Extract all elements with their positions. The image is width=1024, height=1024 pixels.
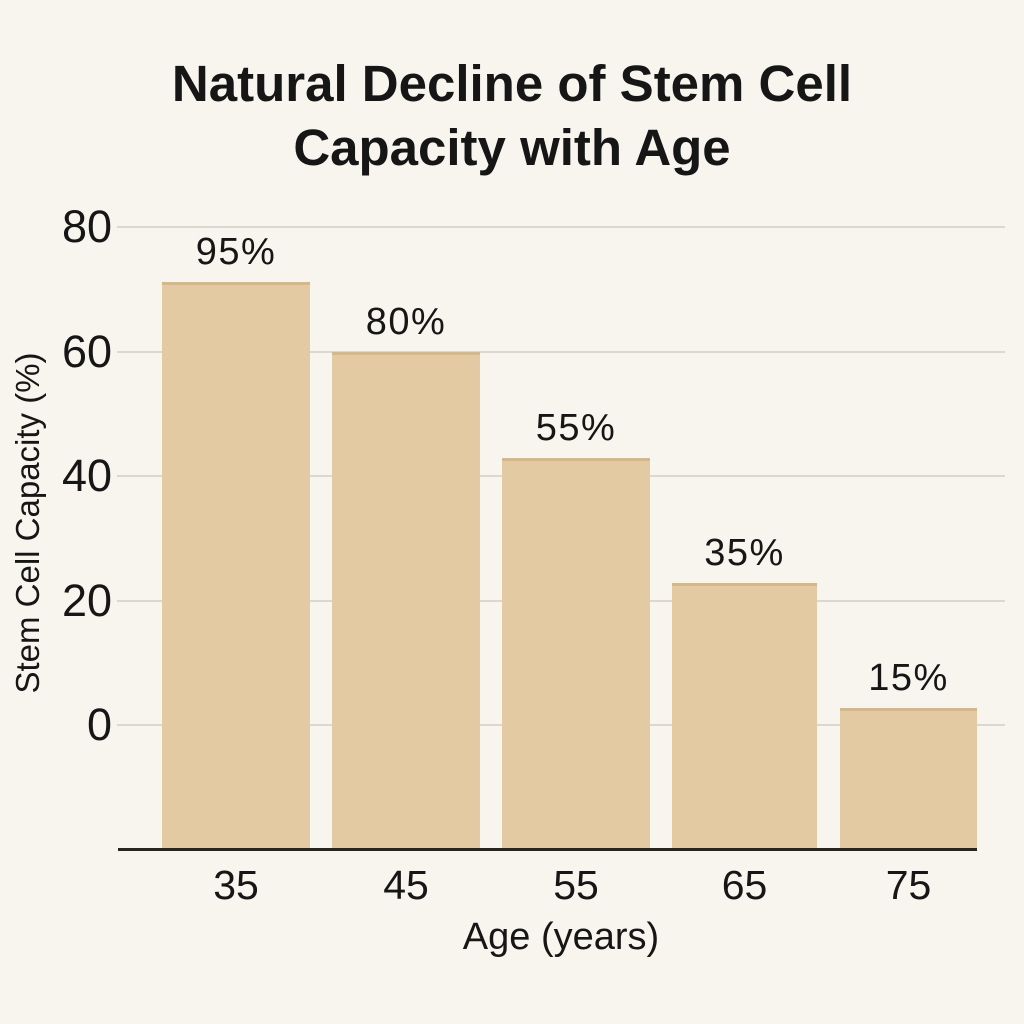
y-tick-label: 40 — [61, 450, 112, 501]
x-tick-label: 45 — [383, 862, 429, 908]
bar-value-label: 95% — [195, 231, 277, 273]
chart-title: Natural Decline of Stem Cell Capacity wi… — [171, 55, 853, 177]
bar-value-label: 55% — [535, 407, 617, 449]
bar-value-label: 15% — [868, 657, 949, 699]
bar — [162, 282, 310, 849]
bar — [672, 583, 817, 849]
x-axis-line — [118, 848, 977, 851]
x-tick-label: 55 — [553, 862, 599, 908]
grid-line — [117, 350, 1005, 353]
grid-line — [117, 226, 1005, 228]
bar — [502, 458, 650, 849]
y-tick-label: 80 — [61, 201, 112, 252]
x-tick-label: 65 — [721, 862, 768, 908]
x-tick-label: 75 — [885, 862, 932, 908]
y-tick-label: 60 — [61, 325, 112, 377]
x-tick-label: 35 — [213, 862, 259, 908]
bar-value-label: 35% — [704, 532, 785, 574]
y-axis-label: Stem Cell Capacity (%) — [9, 352, 46, 694]
bar — [332, 352, 480, 849]
bar — [840, 708, 977, 849]
x-axis-label: Age (years) — [462, 916, 660, 958]
y-tick-label: 0 — [86, 699, 112, 750]
bar-value-label: 80% — [365, 301, 447, 343]
y-tick-label: 20 — [61, 574, 112, 626]
